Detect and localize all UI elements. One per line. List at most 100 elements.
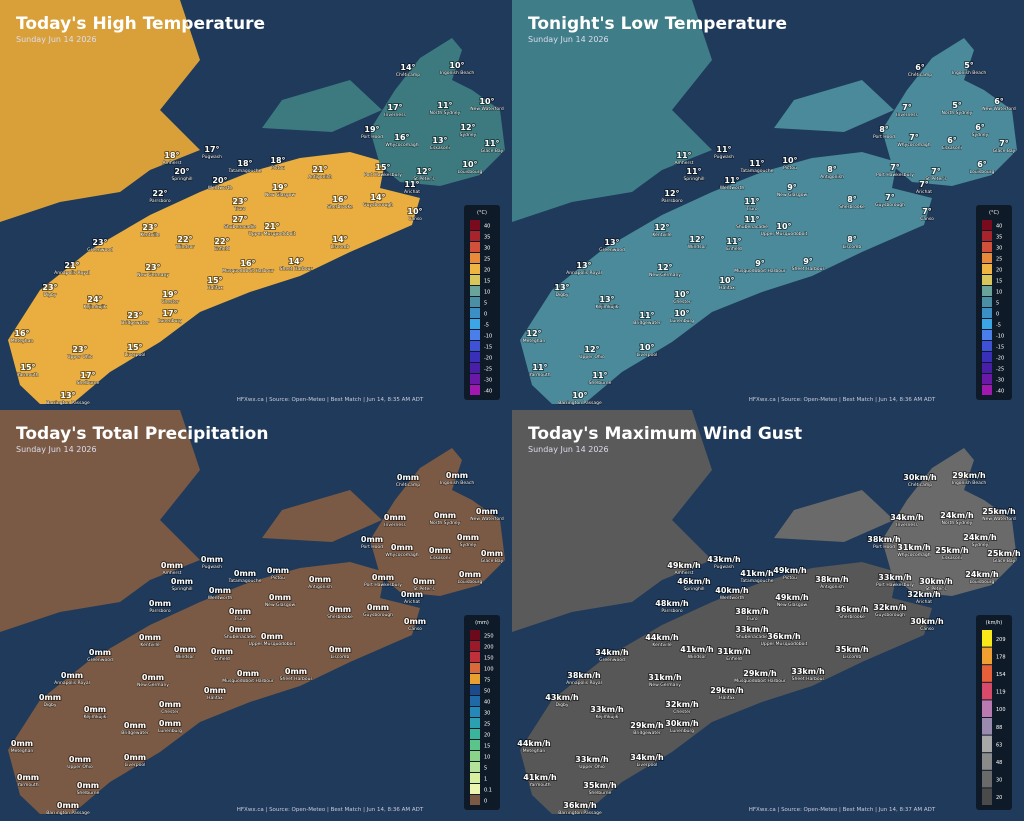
legend-label: 40 (996, 224, 1002, 230)
location-value: 24° (87, 295, 102, 304)
location-value: 0mm (211, 647, 233, 656)
location-name: Parrsboro (149, 608, 171, 614)
location-name: Enfield (214, 656, 230, 662)
location-name: Arichat (404, 599, 420, 605)
location-value: 0mm (481, 549, 503, 558)
legend-unit: (°C) (989, 210, 999, 216)
location-name: Eskasoni (430, 555, 450, 561)
location-value: 0mm (89, 648, 111, 657)
location-value: 32km/h (907, 590, 941, 599)
location-name: Shubenacadie (224, 224, 256, 230)
location-value: 0mm (11, 739, 33, 748)
location-name: Tatamagouche (228, 168, 262, 174)
location-value: 30km/h (903, 473, 937, 482)
location-name: Glace Bay (481, 148, 504, 154)
location-value: 15° (375, 163, 390, 172)
location-value: 7° (999, 139, 1009, 148)
location-name: Louisbourg (458, 579, 483, 585)
location-value: 0mm (77, 781, 99, 790)
location-value: 20° (174, 167, 189, 176)
location-name: Windsor (688, 244, 706, 250)
legend-label: 63 (996, 742, 1002, 748)
location-name: New Waterford (982, 106, 1016, 112)
location-value: 6° (975, 123, 985, 132)
location-name: Upper Ohio (579, 354, 605, 360)
location-name: Parrsboro (661, 608, 683, 614)
location-name: Antigonish (820, 174, 844, 180)
location-value: 6° (994, 97, 1004, 106)
legend-label: 35 (996, 235, 1002, 241)
location-value: 12° (526, 329, 541, 338)
location-value: 10° (776, 222, 791, 231)
location-name: Meteghan (523, 748, 546, 754)
location-name: Truro (745, 616, 758, 622)
location-name: Enfield (726, 656, 742, 662)
location-name: Upper Ohio (67, 764, 93, 770)
legend-label: 5 (996, 301, 999, 307)
location-value: 0mm (159, 719, 181, 728)
legend-label: 119 (996, 690, 1006, 696)
location-name: Guysborough (875, 202, 905, 208)
legend-label: 10 (484, 755, 490, 761)
location-name: Pictou (783, 575, 797, 581)
legend-swatch (982, 753, 992, 770)
location-value: 10° (782, 156, 797, 165)
location-value: 11° (639, 311, 654, 320)
location-value: 12° (654, 223, 669, 232)
location-value: 25km/h (982, 507, 1016, 516)
location-value: 48km/h (655, 599, 689, 608)
location-value: 6° (977, 160, 987, 169)
legend-label: 35 (484, 235, 490, 241)
location-name: St Peter's (925, 586, 947, 592)
location-name: Antigonish (308, 174, 332, 180)
legend-label: -5 (484, 323, 489, 329)
location-value: 0mm (142, 673, 164, 682)
location-value: 24km/h (940, 511, 974, 520)
location-value: 9° (803, 257, 813, 266)
legend-swatch (470, 696, 480, 706)
legend-swatch (470, 352, 480, 362)
location-value: 38km/h (867, 535, 901, 544)
land (882, 448, 1017, 596)
location-name: New Waterford (470, 516, 504, 522)
location-name: Springhill (683, 586, 704, 592)
location-value: 12° (416, 167, 431, 176)
location-value: 11° (437, 101, 452, 110)
location-value: 16° (394, 133, 409, 142)
legend-label: 40 (484, 700, 490, 706)
location-name: Musquodoboit Harbour (222, 268, 274, 274)
location-name: Greenwood (87, 247, 113, 253)
location-name: Shubenacadie (224, 634, 256, 640)
location-name: Meteghan (523, 338, 546, 344)
legend-label: -5 (996, 323, 1001, 329)
location-name: Inverness (384, 522, 406, 528)
location-value: 8° (879, 125, 889, 134)
location-name: Whycocomagh (385, 552, 418, 558)
legend-label: 20 (996, 795, 1002, 801)
location-name: Annapolis Royal (566, 270, 602, 276)
location-name: Meteghan (11, 338, 34, 344)
location-value: 0mm (61, 671, 83, 680)
location-value: 29km/h (630, 721, 664, 730)
location-name: Antigonish (820, 584, 844, 590)
location-value: 0mm (329, 645, 351, 654)
location-name: Bridgewater (121, 320, 149, 326)
location-name: Liverpool (637, 762, 658, 768)
location-value: 34km/h (595, 648, 629, 657)
location-value: 0mm (201, 555, 223, 564)
location-value: 41km/h (680, 645, 714, 654)
location-name: Canso (408, 216, 422, 222)
location-name: Whycocomagh (897, 142, 930, 148)
location-value: 12° (664, 189, 679, 198)
location-value: 12° (689, 235, 704, 244)
land (262, 490, 382, 542)
legend-swatch (982, 682, 992, 700)
location-name: Digby (43, 292, 56, 298)
location-value: 0mm (309, 575, 331, 584)
location-value: 0mm (204, 686, 226, 695)
location-value: 0mm (229, 607, 251, 616)
location-name: Upper Musquodoboit (249, 641, 296, 647)
location-value: 31km/h (897, 543, 931, 552)
credit: HFXwx.ca | Source: Open-Meteo | Best Mat… (749, 807, 936, 813)
location-value: 19° (162, 290, 177, 299)
